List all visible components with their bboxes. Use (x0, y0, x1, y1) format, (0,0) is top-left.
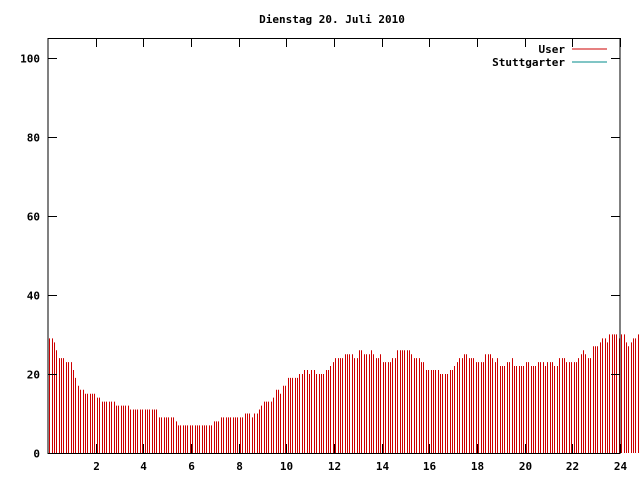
legend-label-user: User (539, 43, 566, 56)
x-axis: 2 4 6 8 10 12 14 16 18 20 22 24 (93, 38, 627, 473)
bars-user (49, 334, 639, 453)
legend: User Stuttgarter (492, 43, 607, 69)
x-tick-label: 10 (280, 460, 293, 473)
y-tick-label: 0 (33, 448, 40, 461)
x-tick-label: 18 (471, 460, 484, 473)
x-tick-label: 6 (188, 460, 195, 473)
y-tick-label: 20 (27, 369, 40, 382)
x-tick-label: 14 (376, 460, 390, 473)
x-tick-label: 20 (519, 460, 532, 473)
chart-title: Dienstag 20. Juli 2010 (259, 13, 405, 26)
x-tick-label: 8 (236, 460, 243, 473)
x-tick-label: 4 (140, 460, 147, 473)
y-tick-label: 100 (20, 53, 40, 66)
legend-label-stuttgarter: Stuttgarter (492, 56, 565, 69)
x-tick-label: 12 (328, 460, 341, 473)
x-tick-label: 22 (566, 460, 579, 473)
x-tick-label: 2 (93, 460, 100, 473)
y-tick-label: 60 (27, 211, 40, 224)
y-tick-label: 40 (27, 290, 40, 303)
x-tick-label: 24 (614, 460, 628, 473)
x-tick-label: 16 (423, 460, 437, 473)
y-axis: 0 20 40 60 80 100 (20, 53, 620, 461)
y-tick-label: 80 (27, 132, 40, 145)
